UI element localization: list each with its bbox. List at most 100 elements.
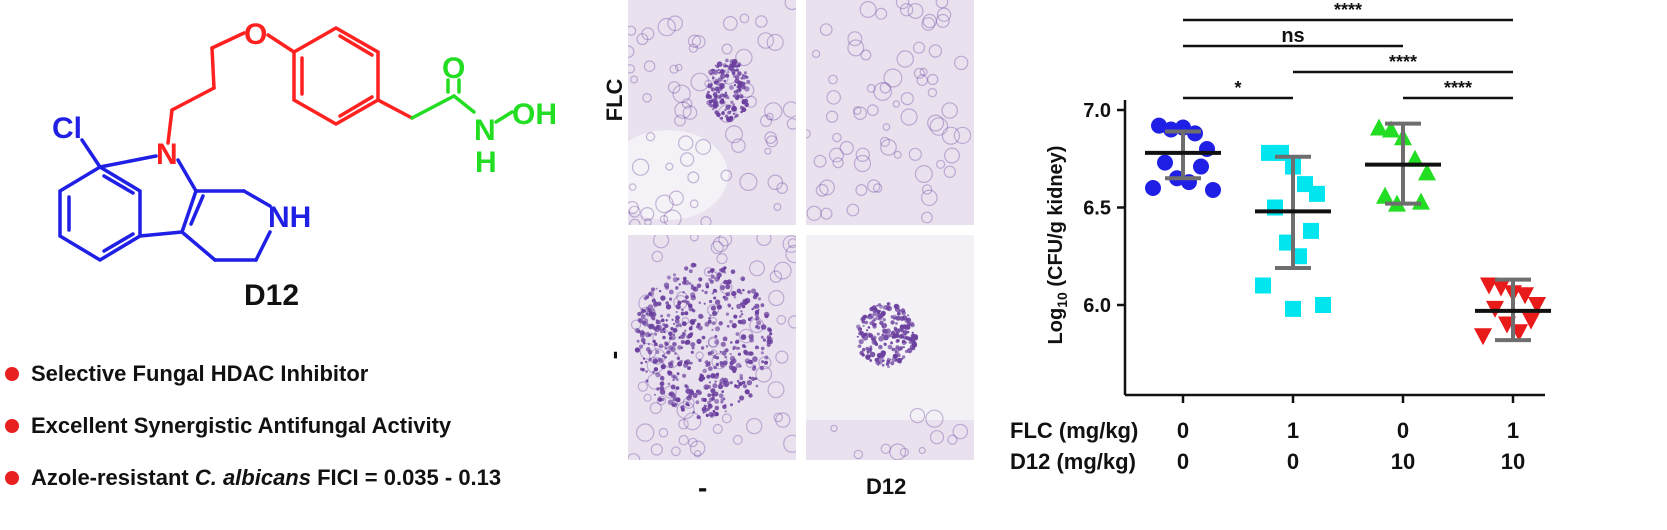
stained-cell (648, 310, 653, 315)
stained-cell (738, 80, 744, 86)
tubule-texture (918, 446, 926, 455)
stained-cell (685, 295, 689, 299)
stained-cell (754, 345, 759, 350)
stained-cell (904, 350, 908, 353)
significance-label: * (1234, 78, 1241, 98)
stained-cell (643, 309, 647, 313)
tubule-texture (879, 136, 891, 147)
tubule-texture (927, 73, 939, 86)
tubule-texture (732, 434, 743, 445)
stained-cell (707, 83, 713, 89)
significance-label: **** (1389, 52, 1417, 72)
stained-cell (648, 358, 652, 362)
tubule-texture (721, 43, 733, 55)
tubule-texture (875, 7, 888, 20)
stained-cell (895, 332, 899, 337)
stained-cell (720, 285, 726, 291)
stained-cell (900, 328, 905, 333)
stained-cell (689, 389, 694, 395)
stained-cell (710, 350, 715, 355)
data-point (1528, 297, 1546, 314)
stained-cell (714, 405, 720, 411)
stained-cell (882, 318, 886, 322)
tubule-texture (766, 33, 784, 52)
stained-cell (711, 291, 715, 295)
stained-cell (672, 378, 675, 382)
tubule-texture (925, 409, 944, 428)
stained-cell (734, 384, 737, 387)
stained-cell (731, 58, 738, 65)
stained-cell (869, 351, 876, 358)
stained-cell (690, 342, 696, 348)
data-point (1255, 277, 1271, 294)
stained-cell (728, 65, 734, 71)
feature-item-hdac: Selective Fungal HDAC Inhibitor (0, 360, 501, 387)
stained-cell (862, 324, 865, 328)
row-label-text: FLC (602, 79, 627, 122)
stained-cell (722, 295, 726, 299)
data-point (1412, 192, 1430, 210)
data-point (1315, 297, 1331, 313)
stained-cell (737, 71, 742, 76)
tissue-background (806, 0, 974, 225)
stained-cell (709, 73, 712, 76)
stained-cell (662, 323, 666, 327)
clear-area (628, 130, 728, 220)
stained-cell (675, 315, 680, 321)
tubule-texture (784, 0, 796, 11)
stained-cell (769, 332, 773, 336)
tubule-texture (847, 39, 865, 57)
stained-cell (670, 327, 674, 331)
tubule-texture (693, 449, 702, 458)
tubule-texture (765, 135, 778, 148)
tubule-texture (914, 165, 933, 184)
stained-cell (911, 331, 914, 334)
tubule-texture (690, 72, 710, 92)
stained-cell (731, 290, 737, 297)
tubule-texture (695, 138, 712, 155)
stained-cell (682, 291, 685, 294)
stained-cell (672, 277, 678, 283)
stained-cell (674, 352, 677, 355)
stained-cell (696, 389, 699, 393)
stained-cell (737, 352, 741, 356)
stained-cell (856, 335, 859, 338)
stained-cell (735, 332, 740, 336)
tubule-texture (764, 102, 783, 121)
tubule-texture (782, 101, 796, 118)
stained-cell (881, 325, 885, 328)
stained-cell (741, 380, 746, 385)
stained-cell (669, 297, 673, 301)
stained-cell (708, 317, 711, 320)
stained-cell (665, 342, 669, 346)
stained-cell (737, 400, 741, 403)
stained-cell (662, 335, 666, 340)
stained-cell (876, 304, 879, 307)
tubule-texture (650, 443, 663, 456)
stained-cell (658, 343, 664, 349)
tubule-texture (775, 412, 791, 428)
stained-cell (884, 333, 890, 339)
stained-cell (657, 357, 663, 363)
stained-cell (760, 351, 764, 355)
data-point (1193, 158, 1209, 175)
stained-cell (886, 360, 891, 365)
stained-cell (719, 83, 725, 89)
tubule-texture (653, 235, 670, 249)
stained-cell (685, 385, 689, 389)
stained-cell (721, 111, 725, 116)
stained-cell (901, 310, 906, 316)
stained-cell (748, 376, 752, 380)
chlorine-atom-label: Cl (52, 112, 82, 145)
tubule-texture (785, 244, 796, 264)
stained-cell (731, 307, 734, 310)
feature-text: Selective Fungal HDAC Inhibitor (31, 360, 369, 386)
tubule-texture (628, 64, 636, 74)
stained-cell (690, 292, 696, 298)
stained-cell (756, 325, 761, 330)
stained-cell (693, 318, 697, 322)
stained-cell (707, 400, 711, 405)
stained-cell (690, 321, 695, 325)
tubule-texture (643, 393, 652, 402)
stained-cell (711, 108, 715, 111)
